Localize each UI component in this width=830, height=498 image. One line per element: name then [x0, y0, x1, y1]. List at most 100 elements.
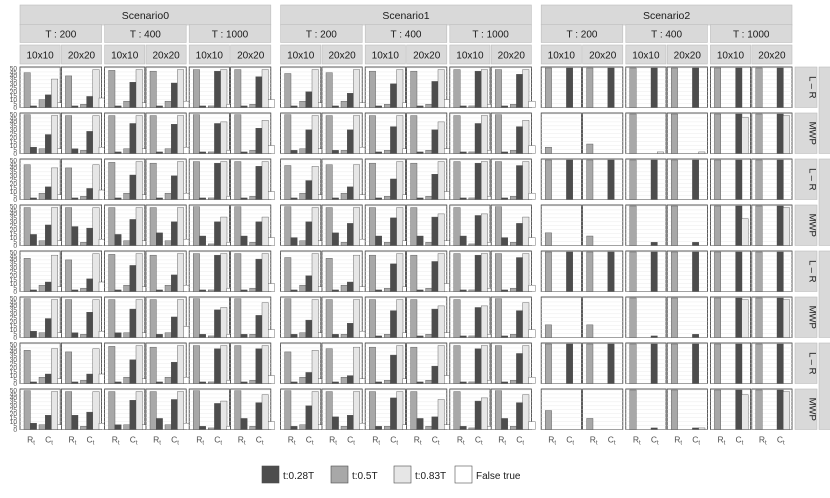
bar [92, 299, 100, 338]
bar [114, 234, 122, 246]
y-tick-label: 30 [10, 219, 18, 226]
bar [510, 242, 517, 246]
y-tick-label: 0 [13, 151, 17, 158]
bar [671, 113, 678, 154]
panel [751, 388, 793, 430]
bar [396, 253, 404, 292]
bar [501, 335, 508, 338]
bar [71, 332, 79, 338]
y-tick-label: 45 [10, 161, 18, 168]
bar [410, 207, 418, 246]
y-tick-label: 35 [10, 123, 18, 130]
bar [501, 289, 508, 292]
x-tick-label: Ct [651, 435, 659, 447]
bar [501, 151, 508, 154]
bar [177, 207, 184, 246]
panel [230, 204, 275, 246]
bar [468, 197, 476, 200]
panel [188, 204, 234, 246]
bar [170, 274, 178, 292]
x-tick-label: Ct [777, 435, 785, 447]
bar [305, 319, 313, 338]
strip-psi [818, 158, 830, 246]
bar [299, 424, 307, 430]
bar [755, 67, 763, 108]
panel [540, 250, 582, 292]
bar [776, 113, 784, 154]
bar [384, 242, 391, 246]
bar [453, 345, 461, 384]
x-tick-label: Rt [329, 435, 337, 447]
bar [65, 259, 73, 292]
bar [129, 400, 137, 430]
bar [714, 159, 722, 200]
panel [751, 250, 793, 292]
x-tick-label: Ct [45, 435, 53, 447]
panel [188, 250, 234, 292]
legend-swatch [330, 465, 349, 484]
panel [751, 204, 793, 246]
panel [406, 158, 451, 200]
bar [586, 324, 594, 338]
bar [459, 105, 467, 108]
bar [375, 289, 382, 292]
bar [249, 150, 257, 154]
bar [714, 67, 722, 108]
bar [51, 78, 59, 108]
bar [431, 174, 439, 200]
bar [501, 197, 508, 200]
bar [299, 100, 307, 108]
bar [671, 297, 678, 338]
legend-swatch [393, 465, 412, 484]
bar [80, 242, 88, 246]
bar [268, 421, 275, 430]
panel [710, 112, 752, 154]
bar [481, 253, 488, 292]
bar [692, 242, 700, 246]
panel [666, 112, 708, 154]
panel [751, 342, 793, 384]
legend: t:0.28T t:0.5T t:0.83T False true [261, 465, 521, 484]
bar [375, 197, 382, 200]
bar [234, 298, 242, 338]
bar [38, 376, 46, 384]
y-tick-label: 35 [10, 353, 18, 360]
bar [692, 67, 700, 108]
bar [431, 81, 439, 108]
bar [65, 391, 73, 430]
bar [65, 299, 73, 338]
bar [220, 161, 228, 200]
bar [396, 299, 404, 338]
x-tick-label: Rt [759, 435, 767, 447]
panel [321, 342, 367, 384]
y-tick-label: 15 [10, 185, 18, 192]
panel [19, 296, 65, 338]
bar [155, 334, 163, 338]
bar [586, 67, 594, 108]
y-tick-label: 10 [10, 143, 18, 150]
bar [390, 310, 397, 338]
bar [459, 381, 467, 384]
bar [234, 114, 242, 154]
y-axes: 0510152025303540455005101520253035404550… [10, 65, 18, 433]
bar [155, 151, 163, 154]
bar [396, 207, 404, 246]
y-tick-label: 25 [10, 223, 18, 230]
bar [332, 416, 339, 430]
bar [108, 391, 116, 430]
bar [501, 237, 508, 246]
bar [177, 115, 184, 154]
bar [741, 394, 749, 430]
bar [192, 206, 200, 246]
strip-scenario-label: Scenario1 [382, 10, 429, 22]
panel [364, 66, 410, 108]
bar [481, 305, 488, 338]
strip-psi [818, 342, 830, 430]
x-tick-label: Rt [498, 435, 506, 447]
bar [353, 115, 360, 154]
bar [51, 391, 59, 430]
bar [522, 120, 530, 154]
panel [61, 204, 106, 246]
bar [23, 114, 31, 154]
bar [325, 207, 333, 246]
